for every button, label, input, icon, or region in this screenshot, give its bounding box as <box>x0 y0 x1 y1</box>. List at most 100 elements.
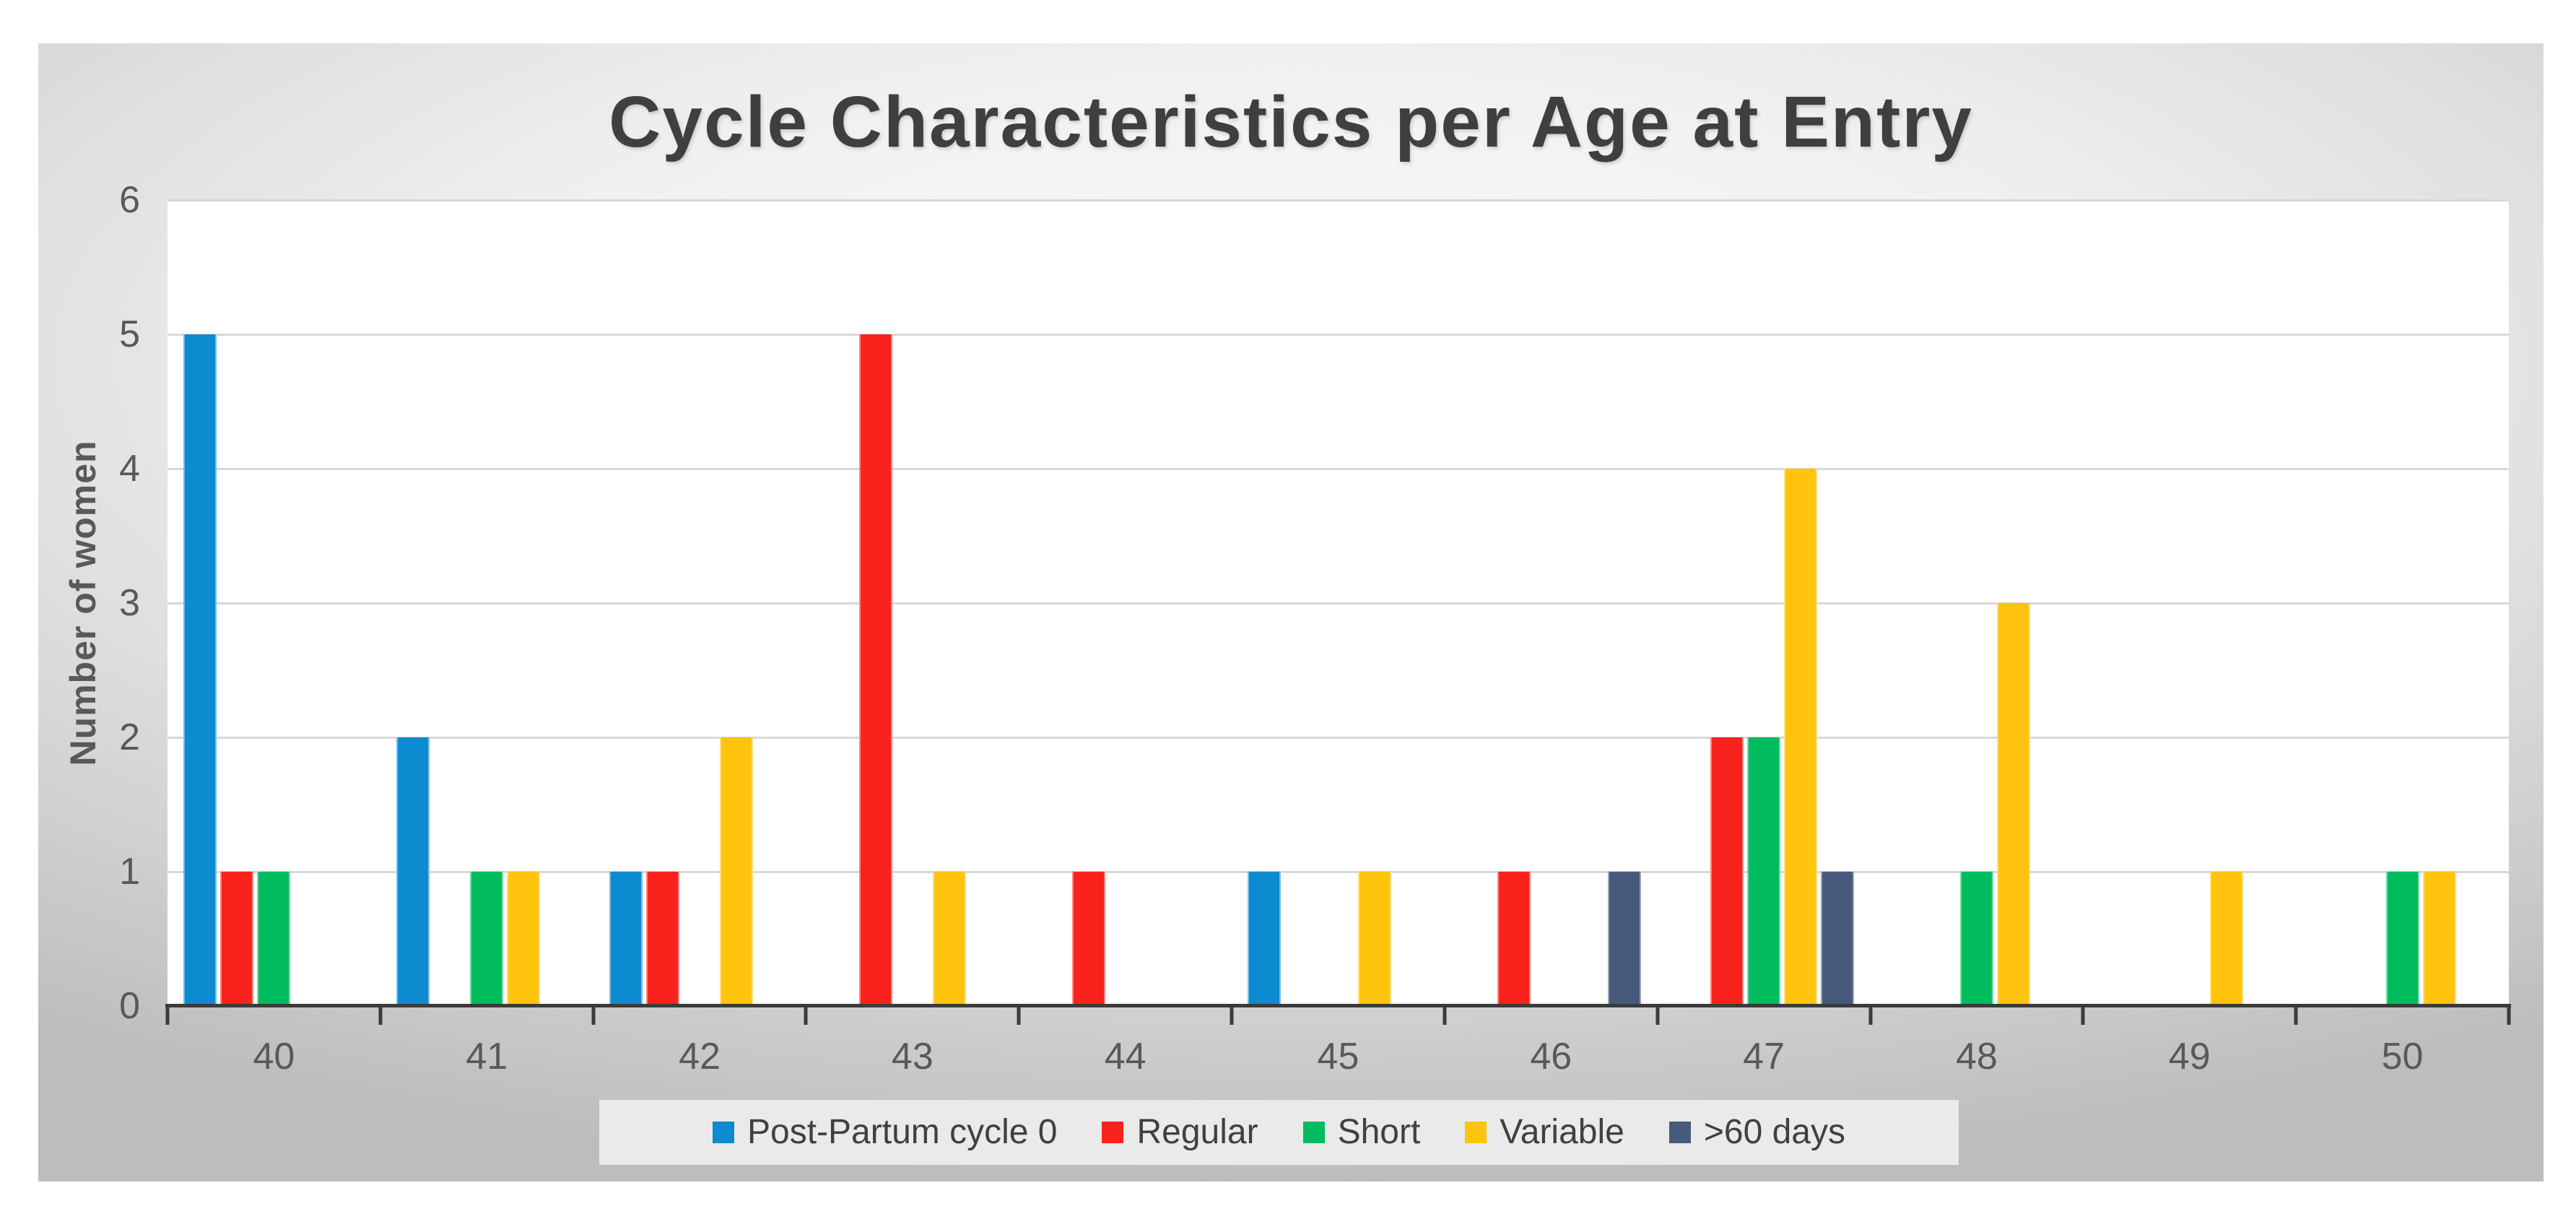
x-axis-tick <box>1230 1007 1234 1025</box>
bar-slot-short-49 <box>2173 200 2206 1006</box>
bar-60-days-47 <box>1821 872 1855 1006</box>
legend-item-post-partum-cycle-0: Post-Partum cycle 0 <box>713 1115 1057 1150</box>
bar-slot-short-44 <box>1109 200 1142 1006</box>
bar-groups: 40 41 42 43 44 45 46 47 48 49 50 <box>167 200 2509 1075</box>
y-tick-label-5: 5 <box>119 313 140 355</box>
bar-variable-50 <box>2422 872 2456 1006</box>
bar-post-partum-cycle-0-40 <box>183 334 217 1006</box>
y-tick-label-2: 2 <box>119 716 140 758</box>
age-group-48: 48 <box>1871 200 2084 1075</box>
bar-slot-60-days-43 <box>970 200 1003 1006</box>
bar-slot-short-41 <box>470 200 504 1006</box>
legend-label-variable: Variable <box>1500 1113 1624 1151</box>
bar-slot-short-40 <box>257 200 291 1006</box>
bar-variable-49 <box>2209 872 2243 1006</box>
bar-slot-60-days-42 <box>757 200 790 1006</box>
bar-regular-44 <box>1071 872 1105 1006</box>
legend-swatch-variable <box>1465 1122 1487 1143</box>
bar-variable-48 <box>1996 603 2030 1006</box>
bar-slot-60-days-46 <box>1608 200 1642 1006</box>
legend-item-variable: Variable <box>1465 1115 1624 1150</box>
bar-slot-60-days-45 <box>1395 200 1428 1006</box>
legend-item-regular: Regular <box>1102 1115 1258 1150</box>
x-axis-tick <box>2081 1007 2085 1025</box>
x-tick-label-43: 43 <box>891 1036 934 1078</box>
bar-slot-variable-48 <box>1996 200 2030 1006</box>
x-axis-tick <box>378 1007 383 1025</box>
bar-slot-post-partum-cycle-0-49 <box>2099 200 2133 1006</box>
y-tick-label-4: 4 <box>119 448 140 490</box>
bar-short-47 <box>1747 737 1781 1006</box>
bar-post-partum-cycle-0-42 <box>609 872 643 1006</box>
x-axis-tick <box>591 1007 596 1025</box>
bar-slot-variable-45 <box>1358 200 1392 1006</box>
bar-slot-regular-48 <box>1923 200 1957 1006</box>
legend-label-60-days: >60 days <box>1703 1113 1845 1151</box>
x-tick-label-48: 48 <box>1955 1036 1998 1078</box>
bar-slot-post-partum-cycle-0-44 <box>1035 200 1069 1006</box>
bar-slot-variable-41 <box>507 200 541 1006</box>
bar-slot-post-partum-cycle-0-42 <box>609 200 643 1006</box>
legend-swatch-short <box>1302 1122 1325 1143</box>
gridline-1 <box>167 871 2509 873</box>
bar-post-partum-cycle-0-41 <box>396 737 430 1006</box>
bar-60-days-46 <box>1608 872 1642 1006</box>
bar-slot-post-partum-cycle-0-43 <box>822 200 856 1006</box>
bar-slot-60-days-41 <box>544 200 577 1006</box>
gridline-2 <box>167 737 2509 739</box>
bar-slot-post-partum-cycle-0-41 <box>396 200 430 1006</box>
bar-slot-regular-40 <box>220 200 254 1006</box>
chart-title: Cycle Characteristics per Age at Entry <box>609 82 1973 162</box>
age-group-41: 41 <box>380 200 593 1075</box>
bar-slot-post-partum-cycle-0-46 <box>1461 200 1494 1006</box>
bar-slot-variable-40 <box>294 200 327 1006</box>
x-tick-label-44: 44 <box>1104 1036 1146 1078</box>
x-tick-label-47: 47 <box>1743 1036 1785 1078</box>
bar-post-partum-cycle-0-45 <box>1248 872 1282 1006</box>
x-tick-label-42: 42 <box>679 1036 721 1078</box>
age-group-49: 49 <box>2083 200 2296 1075</box>
bar-slot-60-days-48 <box>2034 200 2067 1006</box>
bar-slot-60-days-40 <box>331 200 364 1006</box>
bar-slot-short-46 <box>1534 200 1567 1006</box>
age-group-44: 44 <box>1019 200 1232 1075</box>
bar-slot-post-partum-cycle-0-47 <box>1674 200 1707 1006</box>
x-axis-line <box>165 1004 2511 1007</box>
bar-variable-43 <box>932 872 966 1006</box>
x-axis-tick <box>1017 1007 1021 1025</box>
bar-slot-regular-45 <box>1284 200 1318 1006</box>
bar-slot-regular-47 <box>1710 200 1744 1006</box>
age-group-50: 50 <box>2296 200 2509 1075</box>
bar-slot-short-50 <box>2385 200 2419 1006</box>
bar-slot-short-43 <box>896 200 929 1006</box>
legend-label-short: Short <box>1337 1113 1421 1151</box>
bar-short-50 <box>2385 872 2419 1006</box>
age-group-45: 45 <box>1232 200 1445 1075</box>
bar-variable-45 <box>1358 872 1392 1006</box>
bar-regular-40 <box>220 872 254 1006</box>
legend-item-60-days: >60 days <box>1668 1113 1845 1151</box>
bar-variable-42 <box>720 737 754 1006</box>
y-tick-label-3: 3 <box>119 582 140 624</box>
age-group-47: 47 <box>1658 200 1871 1075</box>
bar-slot-regular-46 <box>1497 200 1531 1006</box>
bar-slot-regular-43 <box>858 200 892 1006</box>
bar-slot-short-48 <box>1959 200 1993 1006</box>
bar-slot-variable-46 <box>1571 200 1604 1006</box>
y-tick-label-0: 0 <box>119 985 140 1027</box>
bar-slot-regular-41 <box>433 200 466 1006</box>
bar-slot-60-days-49 <box>2247 200 2280 1006</box>
x-axis-tick <box>804 1007 808 1025</box>
bar-regular-47 <box>1710 737 1744 1006</box>
plot-area: Number of women 40 41 42 43 44 45 46 47 48 49 50 0… <box>63 181 2511 1075</box>
bar-slot-variable-50 <box>2422 200 2456 1006</box>
bar-slot-post-partum-cycle-0-45 <box>1248 200 1282 1006</box>
bar-slot-post-partum-cycle-0-40 <box>183 200 217 1006</box>
gridline-6 <box>167 199 2509 201</box>
x-tick-label-49: 49 <box>2168 1036 2211 1078</box>
bar-slot-60-days-44 <box>1183 200 1216 1006</box>
legend-label-regular: Regular <box>1136 1113 1258 1151</box>
x-axis-tick <box>165 1007 170 1025</box>
bar-slot-regular-49 <box>2136 200 2170 1006</box>
